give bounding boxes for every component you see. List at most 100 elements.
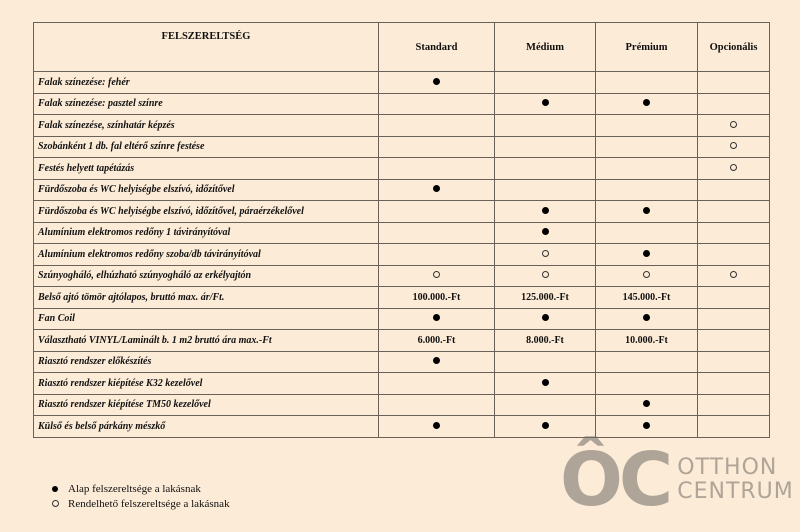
cell-premium: 10.000.-Ft [595, 329, 698, 352]
filled-dot-icon [643, 421, 650, 429]
cell-optional [697, 221, 770, 244]
cell-medium: 8.000.-Ft [494, 329, 596, 352]
feature-label: Alumínium elektromos redőny szoba/db táv… [33, 243, 379, 266]
header-premium: Prémium [595, 22, 698, 72]
filled-dot-icon [541, 206, 549, 214]
cell-standard [378, 71, 495, 94]
header-optional: Opcionális [697, 22, 770, 72]
cell-premium [595, 221, 698, 244]
table-row: Alumínium elektromos redőny 1 távirányít… [33, 221, 770, 244]
cell-optional [697, 329, 770, 352]
feature-label: Falak színezése: fehér [33, 71, 379, 94]
legend-text: Alap felszereltsége a lakásnak [68, 483, 201, 495]
cell-standard [378, 393, 495, 416]
open-circle-icon [433, 271, 440, 279]
open-circle-icon [730, 163, 737, 171]
legend-item-filled: Alap felszereltsége a lakásnak [52, 482, 230, 497]
open-circle-icon [730, 142, 737, 150]
cell-premium [595, 178, 698, 201]
cell-optional [697, 415, 770, 438]
header-feature: FELSZERELTSÉG [33, 22, 379, 72]
feature-label: Riasztó rendszer előkészítés [33, 350, 379, 373]
filled-dot-icon [541, 378, 549, 386]
cell-standard: 6.000.-Ft [378, 329, 495, 352]
cell-optional [697, 178, 770, 201]
feature-label: Falak színezése, színhatár képzés [33, 114, 379, 137]
otthon-centrum-watermark: ÔC OTTHON CENTRUM [560, 440, 794, 520]
cell-premium [595, 92, 698, 115]
table-row: Falak színezése: pasztel színre [33, 92, 770, 115]
cell-standard [378, 372, 495, 395]
cell-medium [494, 114, 596, 137]
filled-dot-icon [52, 486, 58, 492]
feature-label: Fan Coil [33, 307, 379, 330]
open-circle-icon [52, 500, 59, 507]
cell-standard [378, 307, 495, 330]
filled-dot-icon [643, 99, 650, 107]
cell-premium [595, 114, 698, 137]
filled-dot-icon [541, 99, 549, 107]
watermark-logo: ÔC [560, 437, 673, 523]
cell-standard [378, 200, 495, 223]
cell-premium [595, 135, 698, 158]
filled-dot-icon [643, 314, 650, 322]
cell-premium [595, 264, 698, 287]
filled-dot-icon [541, 228, 549, 236]
cell-optional [697, 307, 770, 330]
cell-premium [595, 157, 698, 180]
cell-optional [697, 157, 770, 180]
table-row: Választható VINYL/Laminált b. 1 m2 brutt… [33, 329, 770, 352]
feature-label: Festés helyett tapétázás [33, 157, 379, 180]
feature-label: Riasztó rendszer kiépítése K32 kezelővel [33, 372, 379, 395]
cell-premium: 145.000.-Ft [595, 286, 698, 309]
table-row: Fürdőszoba és WC helyiségbe elszívó, idő… [33, 200, 770, 223]
filled-dot-icon [541, 314, 549, 322]
cell-medium [494, 393, 596, 416]
cell-standard [378, 350, 495, 373]
cell-optional [697, 286, 770, 309]
feature-label: Fürdőszoba és WC helyiségbe elszívó, idő… [33, 178, 379, 201]
cell-standard [378, 178, 495, 201]
cell-medium [494, 92, 596, 115]
table-row: Fürdőszoba és WC helyiségbe elszívó, idő… [33, 178, 770, 201]
cell-optional [697, 200, 770, 223]
cell-optional [697, 135, 770, 158]
cell-premium [595, 307, 698, 330]
cell-premium [595, 393, 698, 416]
feature-label: Belső ajtó tömör ajtólapos, bruttó max. … [33, 286, 379, 309]
header-standard: Standard [378, 22, 495, 72]
cell-medium [494, 221, 596, 244]
cell-optional [697, 92, 770, 115]
open-circle-icon [730, 120, 737, 128]
filled-dot-icon [541, 421, 549, 429]
cell-standard [378, 135, 495, 158]
table-row: Riasztó rendszer kiépítése TM50 kezelőve… [33, 393, 770, 416]
header-row: FELSZERELTSÉG Standard Médium Prémium Op… [33, 22, 770, 72]
equipment-table: FELSZERELTSÉG Standard Médium Prémium Op… [33, 22, 770, 438]
cell-premium [595, 372, 698, 395]
table-row: Falak színezése, színhatár képzés [33, 114, 770, 137]
cell-medium: 125.000.-Ft [494, 286, 596, 309]
cell-optional [697, 393, 770, 416]
open-circle-icon [541, 249, 549, 257]
table-row: Falak színezése: fehér [33, 71, 770, 94]
cell-medium [494, 135, 596, 158]
cell-medium [494, 350, 596, 373]
table-row: Fan Coil [33, 307, 770, 330]
table-row: Alumínium elektromos redőny szoba/db táv… [33, 243, 770, 266]
cell-standard [378, 415, 495, 438]
open-circle-icon [643, 271, 650, 279]
legend-item-open: Rendelhető felszereltsége a lakásnak [52, 497, 230, 512]
cell-medium [494, 71, 596, 94]
feature-label: Külső és belső párkány mészkő [33, 415, 379, 438]
cell-medium [494, 178, 596, 201]
filled-dot-icon [433, 185, 440, 193]
table-row: Szúnyogháló, elhúzható szúnyogháló az er… [33, 264, 770, 287]
cell-optional [697, 114, 770, 137]
cell-standard [378, 157, 495, 180]
cell-premium [595, 350, 698, 373]
cell-medium [494, 200, 596, 223]
feature-label: Falak színezése: pasztel színre [33, 92, 379, 115]
cell-standard: 100.000.-Ft [378, 286, 495, 309]
filled-dot-icon [433, 314, 440, 322]
